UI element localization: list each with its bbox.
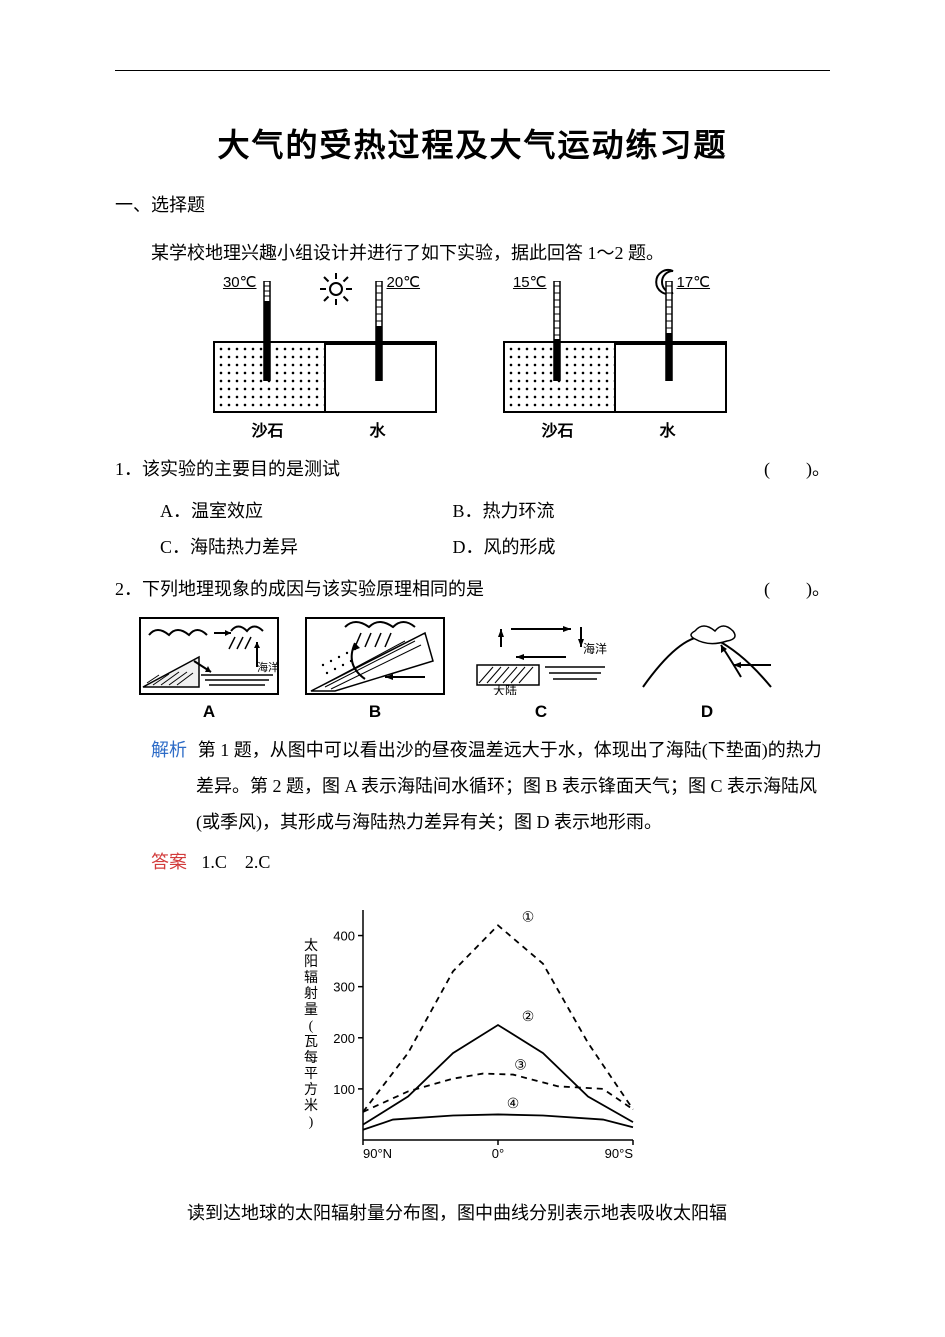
- tail-paragraph: 读到达地球的太阳辐射量分布图，图中曲线分别表示地表吸收太阳辐: [115, 1195, 830, 1231]
- svg-text:①: ①: [521, 910, 534, 925]
- thermometer-water-day: 20℃: [373, 281, 383, 376]
- answer-block: 答案 1.C 2.C: [151, 844, 830, 880]
- sun-icon: [318, 271, 354, 312]
- svg-text:400: 400: [333, 929, 355, 944]
- svg-text:量: 量: [304, 1002, 318, 1018]
- q1-opt-b: B．热力环流: [453, 493, 555, 529]
- analysis-label: 解析: [151, 740, 187, 760]
- top-rule: [115, 70, 830, 71]
- opt-a-cap: A: [139, 702, 279, 722]
- svg-text:射: 射: [304, 986, 318, 1002]
- opt-b-cap: B: [305, 702, 445, 722]
- intro-text: 某学校地理兴趣小组设计并进行了如下实验，据此回答 1～2 题。: [115, 235, 830, 271]
- analysis-block: 解析第 1 题，从图中可以看出沙的昼夜温差远大于水，体现出了海陆(下垫面)的热力…: [151, 732, 830, 840]
- label-water-night: 水: [613, 417, 723, 441]
- temp-water-day: 20℃: [387, 273, 421, 291]
- opt-fig-c: 大陆 海洋 C: [471, 617, 611, 722]
- q1: 1．该实验的主要目的是测试 ( )。: [115, 451, 830, 487]
- temp-water-night: 17℃: [677, 273, 711, 291]
- label-sand-day: 沙石: [213, 417, 323, 441]
- page: 大气的受热过程及大气运动练习题 一、选择题 某学校地理兴趣小组设计并进行了如下实…: [0, 0, 945, 1337]
- svg-text:④: ④: [506, 1097, 519, 1112]
- thermometer-water-night: 17℃: [663, 281, 673, 376]
- svg-text:90°N: 90°N: [363, 1146, 392, 1161]
- page-title: 大气的受热过程及大气运动练习题: [115, 120, 830, 166]
- panel-day: 30℃ 20℃ 沙石 水: [213, 281, 443, 441]
- svg-text:②: ②: [521, 1010, 534, 1025]
- svg-text:③: ③: [514, 1059, 527, 1074]
- opt-c-land-label: 大陆: [493, 683, 517, 695]
- q1-options-row1: A．温室效应 B．热力环流: [160, 493, 830, 529]
- thermometer-sand-day: 30℃: [261, 281, 271, 376]
- analysis-text: 第 1 题，从图中可以看出沙的昼夜温差远大于水，体现出了海陆(下垫面)的热力差异…: [196, 740, 822, 832]
- solar-chart: 100 200 300 400 90°N 0° 90°S 太阳辐射量(瓦每平方米) ① ② ③ ④: [115, 890, 830, 1185]
- svg-text:每: 每: [304, 1050, 318, 1066]
- q2-text: 2．下列地理现象的成因与该实验原理相同的是: [115, 571, 744, 607]
- svg-text:200: 200: [333, 1031, 355, 1046]
- experiment-figure: 30℃ 20℃ 沙石 水: [115, 281, 830, 441]
- q1-text: 1．该实验的主要目的是测试: [115, 451, 744, 487]
- opt-fig-a: 海洋 A: [139, 617, 279, 722]
- svg-text:100: 100: [333, 1082, 355, 1097]
- panel-night: 15℃ 17℃ 沙石 水: [503, 281, 733, 441]
- svg-text:90°S: 90°S: [604, 1146, 633, 1161]
- q2: 2．下列地理现象的成因与该实验原理相同的是 ( )。: [115, 571, 830, 607]
- label-water-day: 水: [323, 417, 433, 441]
- answer-text: 1.C 2.C: [201, 852, 270, 872]
- svg-text:方: 方: [304, 1082, 318, 1098]
- solar-chart-svg: 100 200 300 400 90°N 0° 90°S 太阳辐射量(瓦每平方米) ① ② ③ ④: [293, 890, 653, 1180]
- section-heading: 一、选择题: [115, 191, 830, 217]
- q1-opt-c: C．海陆热力差异: [160, 529, 448, 565]
- answer-label: 答案: [151, 852, 187, 872]
- q2-option-figures: 海洋 A: [115, 617, 830, 722]
- svg-text:辐: 辐: [304, 970, 318, 986]
- svg-text:阳: 阳: [304, 954, 318, 970]
- svg-text:瓦: 瓦: [304, 1035, 318, 1050]
- opt-c-ocean-label: 海洋: [583, 641, 607, 656]
- q1-opt-d: D．风的形成: [453, 529, 556, 565]
- opt-d-cap: D: [637, 702, 777, 722]
- svg-text:300: 300: [333, 980, 355, 995]
- q1-options-row2: C．海陆热力差异 D．风的形成: [160, 529, 830, 565]
- q1-paren: ( )。: [764, 451, 830, 487]
- svg-text:(: (: [308, 1019, 313, 1034]
- svg-text:0°: 0°: [491, 1146, 503, 1161]
- opt-a-sea-label: 海洋: [257, 660, 279, 674]
- q2-paren: ( )。: [764, 571, 830, 607]
- temp-sand-night: 15℃: [513, 273, 547, 291]
- opt-fig-b: B: [305, 617, 445, 722]
- svg-text:米: 米: [304, 1098, 318, 1114]
- svg-text:平: 平: [304, 1067, 318, 1082]
- opt-c-cap: C: [471, 702, 611, 722]
- q1-opt-a: A．温室效应: [160, 493, 448, 529]
- thermometer-sand-night: 15℃: [551, 281, 561, 376]
- svg-text:): ): [308, 1115, 313, 1130]
- opt-fig-d: D: [637, 617, 777, 722]
- svg-text:太: 太: [304, 938, 318, 954]
- label-sand-night: 沙石: [503, 417, 613, 441]
- temp-sand-day: 30℃: [223, 273, 257, 291]
